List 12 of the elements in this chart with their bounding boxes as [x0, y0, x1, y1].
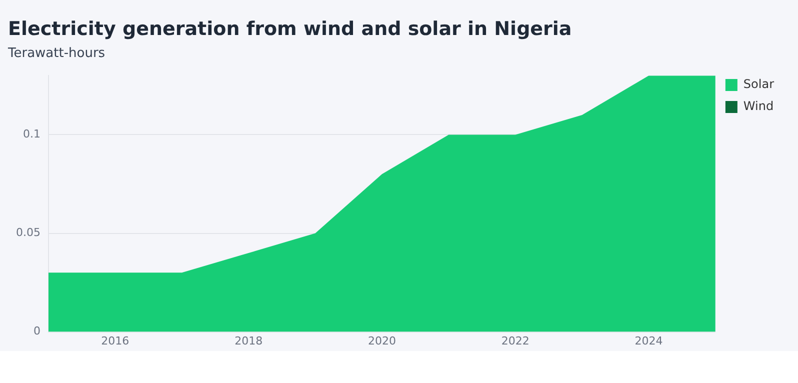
y-tick-label: 0.1 [22, 128, 40, 141]
x-tick-label: 2016 [101, 334, 130, 348]
y-tick-label: 0 [33, 324, 40, 338]
legend-label: Solar [743, 77, 774, 92]
legend-label: Wind [743, 99, 774, 114]
chart-title: Electricity generation from wind and solar in Nigeria [8, 17, 573, 40]
x-tick-label: 2022 [501, 334, 530, 348]
x-tick-label: 2024 [634, 334, 663, 348]
x-tick-label: 2020 [368, 334, 396, 348]
chart-subtitle: Terawatt-hours [8, 46, 106, 61]
x-tick-label: 2018 [234, 334, 263, 348]
y-tick-label: 0.05 [16, 226, 40, 240]
